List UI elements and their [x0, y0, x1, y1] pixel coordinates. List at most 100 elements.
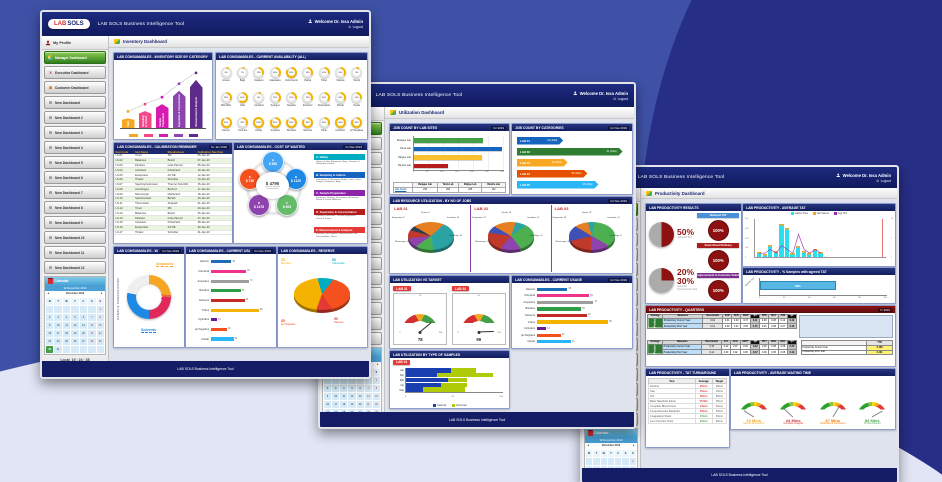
calendar-day-cell[interactable]: 4	[61, 312, 72, 322]
donut-value: 85%	[287, 119, 295, 127]
calendar-day-cell[interactable]: 15	[371, 391, 382, 401]
calendar-day-cell[interactable]: 16	[44, 328, 55, 338]
calendar-day-cell[interactable]: 30	[44, 344, 55, 354]
calendar-day-cell[interactable]: 9	[44, 320, 55, 330]
logout-button[interactable]: ⊙ Logout	[876, 179, 891, 183]
calendar-day-cell[interactable]: 7	[363, 383, 373, 393]
calendar-day-cell[interactable]: 3	[331, 383, 341, 393]
sidebar-item-new-dashboard-3[interactable]: ⚙New Dashboard 3	[44, 126, 106, 139]
calendar-day-cell[interactable]: 14	[87, 320, 97, 330]
calendar-day-cell[interactable]: 9	[322, 391, 333, 401]
sidebar-item-new-dashboard[interactable]: ⚙New Dashboard	[44, 96, 106, 109]
calendar-day-cell[interactable]: 24	[53, 336, 63, 346]
resource-pie	[488, 222, 535, 250]
sidebar-item-new-dashboard-6[interactable]: ⚙New Dashboard 6	[44, 171, 106, 184]
calendar-day-cell[interactable]: 20	[78, 328, 89, 338]
calendar-day-cell[interactable]: 23	[44, 336, 55, 346]
calendar-next-icon[interactable]: ►	[100, 292, 103, 296]
calendar-day-cell[interactable]: 11	[339, 391, 349, 401]
legend-header: B. Sampling & Culture	[314, 172, 365, 179]
donut-gauge: 100%	[253, 117, 265, 129]
calendar-day-cell[interactable]: 7	[87, 312, 97, 322]
calendar-icon	[588, 430, 593, 436]
calendar-day-cell[interactable]: 3	[53, 312, 63, 322]
sidebar-item-customer-dashboard[interactable]: ☗Customer Dashboard	[44, 81, 106, 94]
calendar-day-cell[interactable]: 17	[53, 328, 63, 338]
sidebar-item-label: New Dashboard	[55, 100, 80, 105]
calendar-day-cell[interactable]: 28	[87, 336, 97, 346]
calendar-day-cell[interactable]: 1	[628, 456, 638, 466]
calendar-day-cell[interactable]: 2	[44, 312, 55, 322]
table-cell: ACTIE	[166, 172, 197, 178]
calendar-day-cell[interactable]: 25	[61, 336, 72, 346]
sidebar-item-new-dashboard-10[interactable]: ⚙New Dashboard 10	[44, 231, 106, 244]
sidebar-item-label: Customer Dashboard	[55, 85, 89, 90]
table-cell: LS-03	[114, 163, 134, 169]
calendar-day-cell[interactable]: 14	[363, 391, 373, 401]
sidebar-item-my-profile[interactable]: My Profile	[42, 36, 108, 50]
legend-swatch	[813, 212, 816, 215]
calendar-day-cell[interactable]: 8	[628, 464, 638, 468]
calendar-prev-icon[interactable]: ◄	[587, 444, 590, 448]
calendar-day-cell[interactable]: 22	[371, 399, 382, 409]
center-value: $ 4790	[265, 180, 280, 186]
calendar-prev-icon[interactable]: ◄	[47, 292, 50, 296]
calendar-day-cell[interactable]: 1	[371, 375, 382, 385]
calendar-day-cell[interactable]: 5	[70, 312, 80, 322]
calendar-day-cell[interactable]: 10	[331, 391, 341, 401]
sidebar-item-new-dashboard-2[interactable]: ⚙New Dashboard 2	[44, 111, 106, 124]
calendar-day-cell[interactable]: 12	[347, 391, 357, 401]
calendar-day-cell[interactable]: 19	[347, 399, 357, 409]
calendar-day-cell[interactable]: 6	[78, 312, 89, 322]
calendar-day-cell[interactable]: 13	[78, 320, 89, 330]
sidebar-item-new-dashboard-8[interactable]: ⚙New Dashboard 8	[44, 201, 106, 214]
sidebar-item-new-dashboard-11[interactable]: ⚙New Dashboard 11	[44, 246, 106, 259]
calendar-day-cell[interactable]: 8	[95, 312, 106, 322]
calendar-day-cell[interactable]: 27	[78, 336, 89, 346]
calendar-day-cell[interactable]: 12	[70, 320, 80, 330]
panel-body: Safety 111 Sampling & Culture 195 Sample Pre…	[114, 60, 212, 139]
sidebar-item-new-dashboard-4[interactable]: ⚙New Dashboard 4	[44, 141, 106, 154]
calendar-day-cell[interactable]: 22	[95, 328, 106, 338]
sidebar-item-new-dashboard-5[interactable]: ⚙New Dashboard 5	[44, 156, 106, 169]
calendar-day-cell[interactable]: 17	[331, 399, 341, 409]
calendar-next-icon[interactable]: ►	[376, 363, 379, 367]
gauge-row: 35% Microfilter 60% Vials 8% Container 39% Syri…	[218, 92, 365, 107]
calendar-day-cell[interactable]: 29	[95, 336, 106, 346]
calendar-day-cell[interactable]: 13	[355, 391, 365, 401]
logout-button[interactable]: ⊙ Logout	[613, 97, 628, 101]
calendar-day-cell[interactable]: 5	[347, 383, 357, 393]
table-cell: Cole-Parmer	[166, 215, 197, 221]
calendar-day-cell[interactable]: 31	[53, 344, 63, 354]
calendar-next-icon[interactable]: ►	[632, 444, 635, 448]
table-cell: LS-04	[114, 167, 134, 174]
calendar-day-cell[interactable]: 21	[87, 328, 97, 338]
logout-button[interactable]: ⊙ Logout	[348, 25, 363, 29]
sidebar-item-executive-dashboard[interactable]: ✕Executive Dashboard	[44, 66, 106, 79]
calendar-day-cell[interactable]: 6	[355, 383, 365, 393]
calendar-day-cell[interactable]: 2	[322, 383, 333, 393]
calendar-day-cell[interactable]: 4	[339, 383, 349, 393]
calendar-day-cell[interactable]: 11	[61, 320, 72, 330]
sidebar-item-new-dashboard-9[interactable]: ⚙New Dashboard 9	[44, 216, 106, 229]
calendar-day-cell[interactable]: 18	[61, 328, 72, 338]
sidebar-item-manager-dashboard[interactable]: Manager Dashboard	[44, 51, 106, 64]
calendar-day-cell[interactable]: 19	[70, 328, 80, 338]
calendar-day-cell[interactable]: 20	[355, 399, 365, 409]
calendar-day-cell[interactable]: 29	[371, 407, 382, 412]
calendar-day-cell	[606, 456, 616, 466]
calendar-day-cell[interactable]: 18	[339, 399, 349, 409]
sidebar-item-new-dashboard-7[interactable]: ⚙New Dashboard 7	[44, 186, 106, 199]
donut-value: 8%	[222, 69, 230, 77]
calendar-day-cell[interactable]: 1	[95, 304, 106, 314]
new-dashboard-icon: ⚙	[48, 249, 53, 255]
sidebar-item-new-dashboard-12[interactable]: ⚙New Dashboard 12	[44, 261, 106, 274]
calendar-day-cell[interactable]: 21	[363, 399, 373, 409]
sidebar-item-label: New Dashboard 12	[55, 265, 85, 270]
calendar-day-cell[interactable]: 8	[371, 383, 382, 393]
calendar-day-cell[interactable]: 15	[95, 320, 106, 330]
calendar-day-cell[interactable]: 10	[53, 320, 63, 330]
sidebar: My Profile Manager Dashboard ✕Executive Da…	[42, 36, 109, 361]
calendar-day-cell[interactable]: 26	[70, 336, 80, 346]
calendar-day-cell[interactable]: 16	[322, 399, 333, 409]
